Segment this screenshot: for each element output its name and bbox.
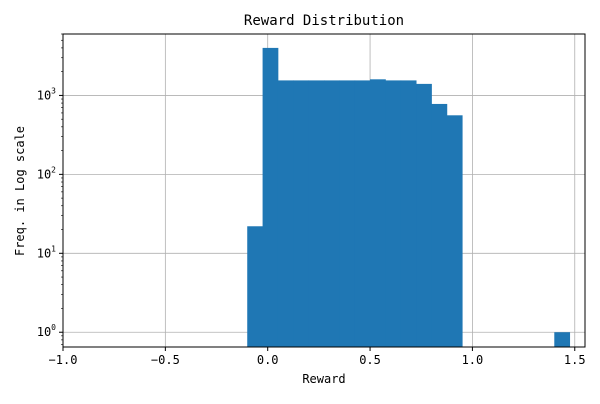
histogram-bar-11 [416, 83, 432, 348]
y-tick-label-0: 100 [37, 323, 56, 339]
histogram-bar-0 [247, 226, 263, 347]
x-tick-label-2: 0.0 [257, 353, 279, 367]
bars-layer [247, 47, 571, 348]
x-tick-label-4: 1.0 [462, 353, 484, 367]
x-axis-label: Reward [302, 372, 345, 386]
x-tick-label-3: 0.5 [359, 353, 381, 367]
y-tick-label-3: 103 [37, 86, 56, 102]
histogram-bar-2 [277, 80, 294, 348]
histogram-bar-13 [446, 115, 463, 347]
ticks-layer: −1.0 −0.5 0.0 0.5 1.0 1.5 100 101 102 103 [37, 33, 586, 367]
x-tick-label-0: −1.0 [49, 353, 78, 367]
histogram-bar-9 [385, 80, 402, 348]
histogram-bar-1 [262, 47, 279, 348]
histogram-bar-6 [339, 80, 356, 348]
histogram-bar-5 [324, 80, 340, 348]
x-tick-label-5: 1.5 [564, 353, 586, 367]
y-tick-label-1: 101 [37, 244, 56, 260]
histogram-bar-7 [354, 80, 371, 348]
histogram-bar-12 [431, 103, 448, 347]
histogram-bar-8 [370, 79, 386, 347]
histogram-bar-3 [293, 80, 310, 348]
y-tick-label-2: 102 [37, 165, 56, 181]
histogram-bar-10 [400, 80, 417, 348]
plot-frame [62, 33, 586, 348]
histogram-bar-14 [554, 332, 571, 347]
y-axis-label: Freq. in Log scale [13, 126, 27, 256]
chart-title: Reward Distribution [244, 13, 404, 29]
x-tick-label-1: −0.5 [151, 353, 180, 367]
histogram-bar-4 [308, 80, 325, 348]
